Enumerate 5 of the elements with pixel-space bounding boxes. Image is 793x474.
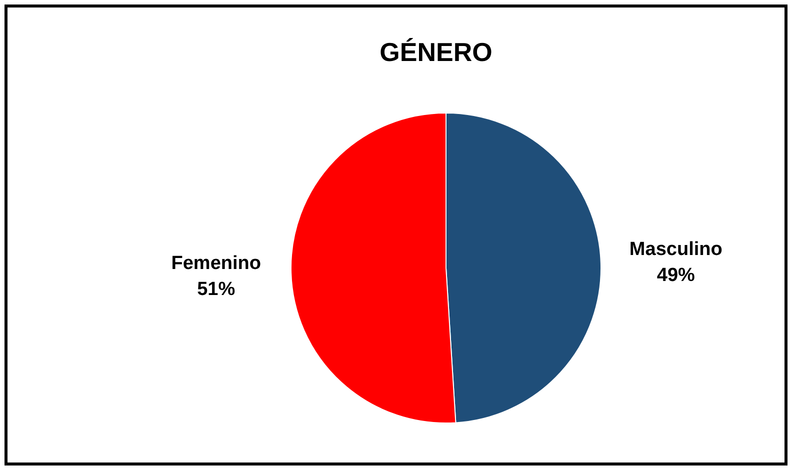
data-label: 51% — [197, 279, 236, 300]
slice-label: Femenino — [171, 253, 261, 274]
chart-title: GÉNERO — [380, 37, 492, 67]
slice-label: Masculino — [629, 238, 722, 260]
data-label: 49% — [656, 264, 696, 286]
